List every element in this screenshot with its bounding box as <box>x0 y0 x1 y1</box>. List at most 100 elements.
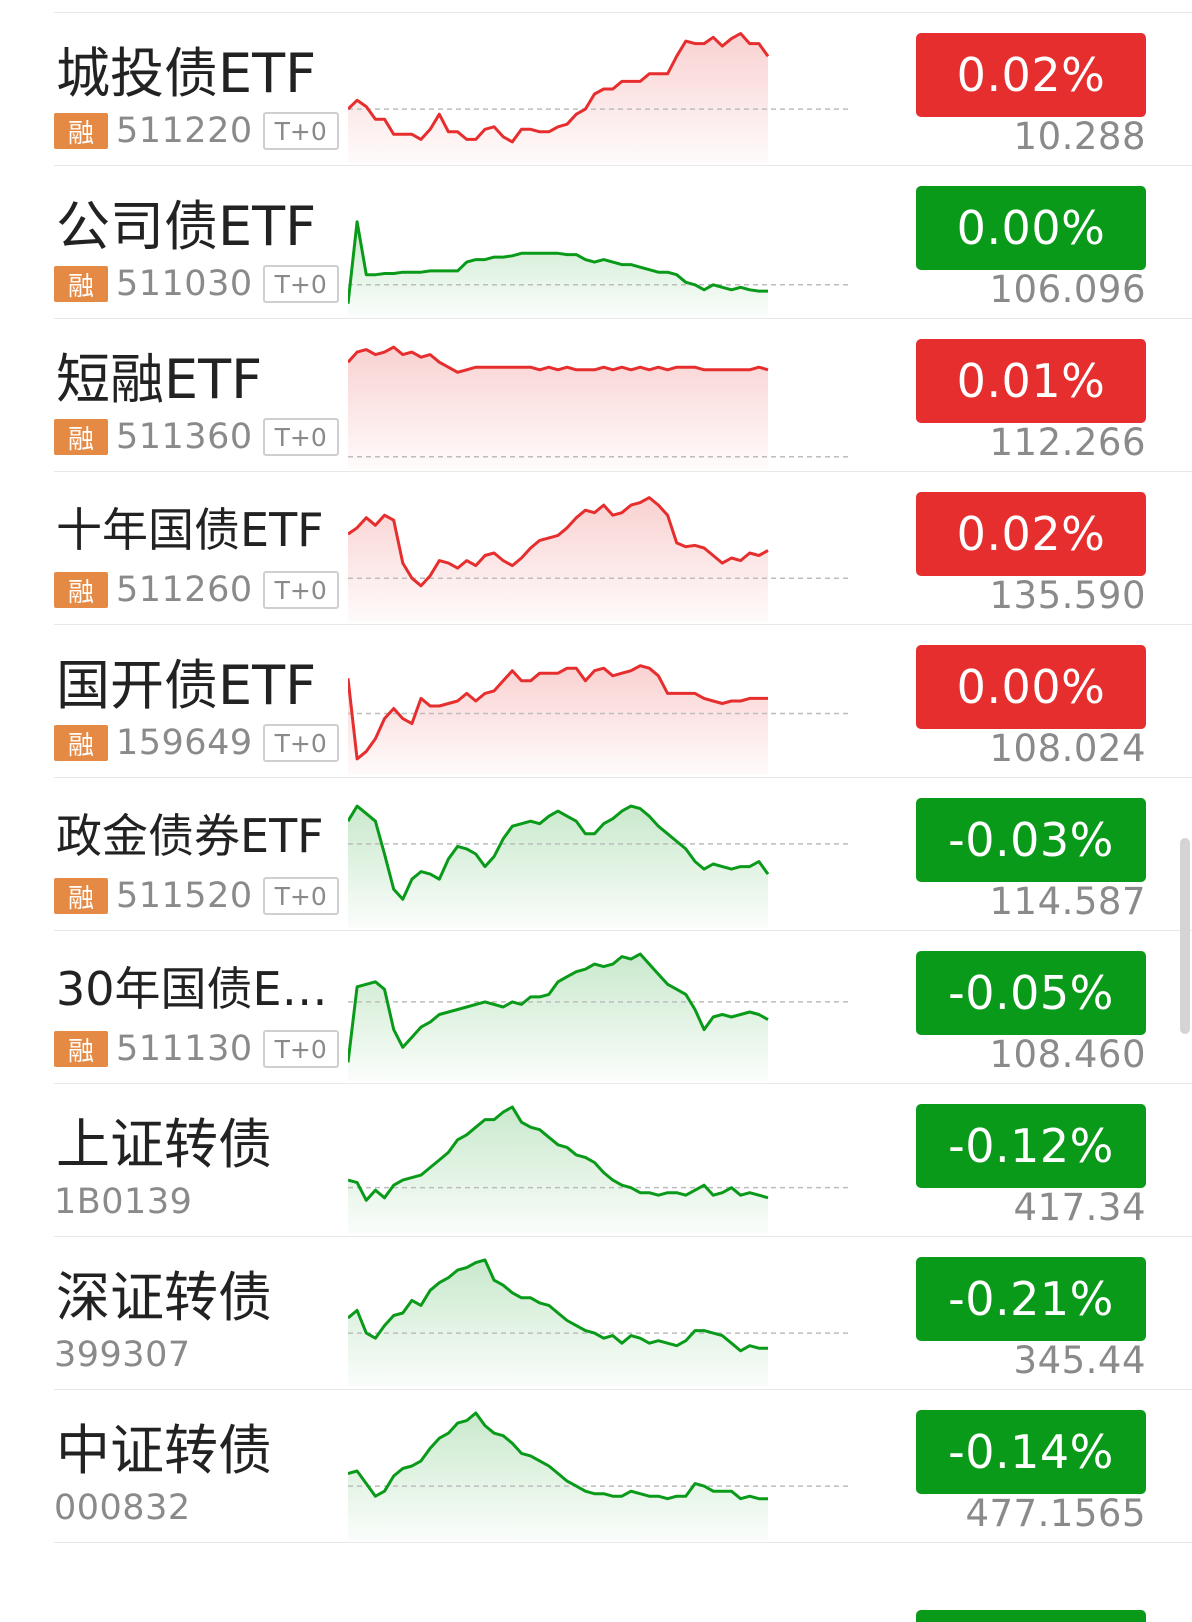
intraday-sparkline <box>348 1411 848 1540</box>
t0-badge: T+0 <box>262 1030 339 1068</box>
security-name: 国开债ETF <box>56 654 317 717</box>
code-line: 融 511360 T+0 <box>54 417 339 457</box>
security-name: 公司债ETF <box>56 195 317 258</box>
t0-badge: T+0 <box>262 418 339 456</box>
code-line: 399307 <box>54 1335 191 1375</box>
sparkline-area <box>348 33 768 163</box>
code-line: 融 511520 T+0 <box>54 876 339 916</box>
code-line: 融 159649 T+0 <box>54 723 339 763</box>
sparkline-path <box>348 1105 769 1202</box>
sparkline-area <box>348 221 768 316</box>
list-item[interactable]: 政金债券ETF 融 511520 T+0 -0.03% 114.587 <box>0 778 1192 931</box>
last-price: 135.590 <box>989 574 1146 617</box>
security-name: 十年国债ETF <box>56 503 324 557</box>
row-divider <box>54 1542 1192 1543</box>
sparkline-area <box>348 347 768 469</box>
intraday-sparkline <box>348 1105 848 1234</box>
t0-badge: T+0 <box>262 877 339 915</box>
change-badge[interactable]: 0.02% <box>916 33 1146 117</box>
list-item[interactable]: 30年国债ET... 融 511130 T+0 -0.05% 108.460 <box>0 931 1192 1084</box>
sparkline-area <box>348 954 768 1081</box>
security-name: 政金债券ETF <box>56 809 324 863</box>
intraday-sparkline <box>348 32 848 163</box>
sparkline-area <box>348 1260 768 1387</box>
last-price: 112.266 <box>989 421 1146 464</box>
row-divider <box>54 777 1192 778</box>
margin-trading-badge: 融 <box>54 725 108 761</box>
margin-trading-badge: 融 <box>54 878 108 914</box>
security-code: 159649 <box>116 723 253 763</box>
security-code: 511220 <box>116 111 253 151</box>
margin-trading-badge: 融 <box>54 113 108 149</box>
row-divider <box>54 165 1192 166</box>
security-name: 深证转债 <box>56 1266 272 1329</box>
partial-list-item[interactable] <box>0 1608 1192 1622</box>
security-code: 511130 <box>116 1029 253 1069</box>
code-line: 融 511220 T+0 <box>54 111 339 151</box>
sparkline-path <box>348 496 769 588</box>
security-name: 中证转债 <box>56 1419 272 1482</box>
scrollbar[interactable] <box>1180 838 1190 1034</box>
margin-trading-badge: 融 <box>54 419 108 455</box>
list-item[interactable]: 公司债ETF 融 511030 T+0 0.00% 106.096 <box>0 166 1192 319</box>
code-line: 融 511030 T+0 <box>54 264 339 304</box>
intraday-sparkline <box>348 664 848 775</box>
t0-badge: T+0 <box>262 571 339 609</box>
change-badge[interactable]: 0.02% <box>916 492 1146 576</box>
sparkline-area <box>348 665 768 775</box>
security-code: 511360 <box>116 417 253 457</box>
sparkline-area <box>348 1107 768 1234</box>
t0-badge: T+0 <box>262 724 339 762</box>
list-item[interactable]: 中证转债 000832 -0.14% 477.1565 <box>0 1390 1192 1543</box>
change-badge[interactable]: 0.00% <box>916 645 1146 729</box>
sparkline-path <box>348 220 768 304</box>
security-name: 城投债ETF <box>56 42 317 105</box>
change-badge[interactable]: -0.21% <box>916 1257 1146 1341</box>
list-item[interactable]: 短融ETF 融 511360 T+0 0.01% 112.266 <box>0 319 1192 472</box>
sparkline-path <box>348 345 769 374</box>
last-price: 108.460 <box>989 1033 1146 1076</box>
list-item[interactable]: 城投债ETF 融 511220 T+0 0.02% 10.288 <box>0 13 1192 166</box>
change-badge[interactable]: 0.00% <box>916 186 1146 270</box>
change-badge[interactable]: -0.03% <box>916 798 1146 882</box>
intraday-sparkline <box>348 804 848 928</box>
row-divider <box>54 1236 1192 1237</box>
list-item[interactable]: 国开债ETF 融 159649 T+0 0.00% 108.024 <box>0 625 1192 778</box>
row-divider <box>54 624 1192 625</box>
last-price: 106.096 <box>989 268 1146 311</box>
row-divider <box>54 1389 1192 1390</box>
sparkline-path <box>348 1411 768 1501</box>
security-code: 511030 <box>116 264 253 304</box>
t0-badge: T+0 <box>262 265 339 303</box>
change-badge[interactable]: -0.14% <box>916 1410 1146 1494</box>
security-code: 000832 <box>54 1488 191 1528</box>
security-name: 30年国债ET... <box>56 962 346 1016</box>
intraday-sparkline <box>348 496 848 622</box>
margin-trading-badge: 融 <box>54 572 108 608</box>
intraday-sparkline <box>348 1258 848 1387</box>
last-price: 10.288 <box>1013 115 1146 158</box>
change-badge[interactable]: -0.12% <box>916 1104 1146 1188</box>
security-name: 短融ETF <box>56 348 263 411</box>
change-badge[interactable]: 0.01% <box>916 339 1146 423</box>
margin-trading-badge: 融 <box>54 1031 108 1067</box>
security-code: 1B0139 <box>54 1182 193 1222</box>
top-divider <box>54 12 1192 13</box>
list-item[interactable]: 十年国债ETF 融 511260 T+0 0.02% 135.590 <box>0 472 1192 625</box>
change-badge[interactable]: -0.05% <box>916 951 1146 1035</box>
list-item[interactable]: 深证转债 399307 -0.21% 345.44 <box>0 1237 1192 1390</box>
row-divider <box>54 471 1192 472</box>
list-item[interactable]: 上证转债 1B0139 -0.12% 417.34 <box>0 1084 1192 1237</box>
intraday-sparkline <box>348 220 848 316</box>
last-price: 345.44 <box>1013 1339 1146 1382</box>
code-line: 000832 <box>54 1488 191 1528</box>
security-code: 511520 <box>116 876 253 916</box>
change-badge <box>916 1610 1146 1622</box>
row-divider <box>54 930 1192 931</box>
margin-trading-badge: 融 <box>54 266 108 302</box>
code-line: 融 511260 T+0 <box>54 570 339 610</box>
security-name: 上证转债 <box>56 1113 272 1176</box>
t0-badge: T+0 <box>262 112 339 150</box>
sparkline-path <box>348 32 770 144</box>
intraday-sparkline <box>348 952 848 1081</box>
